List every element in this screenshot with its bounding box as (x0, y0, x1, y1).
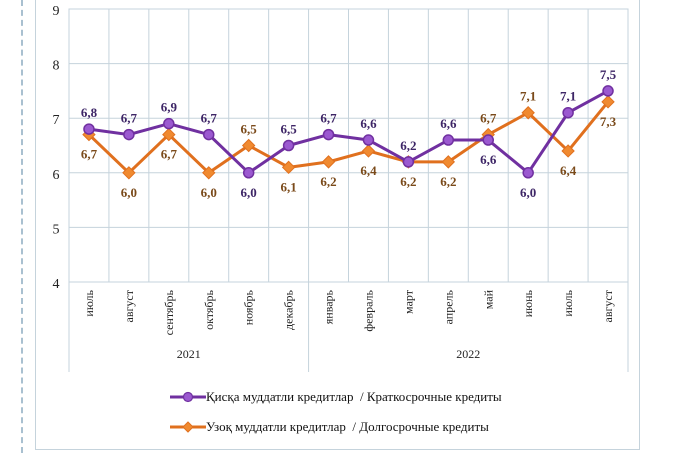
data-label: 7,1 (560, 89, 576, 104)
data-point (202, 166, 216, 180)
data-label: 7,3 (600, 114, 617, 129)
data-label: 6,6 (440, 116, 457, 131)
diamond-marker-icon (170, 421, 206, 433)
data-point (322, 128, 335, 141)
data-label: 6,2 (320, 174, 336, 189)
x-tick-label: август (601, 289, 615, 322)
x-tick-label: август (122, 289, 136, 322)
circle-marker-icon (170, 391, 206, 403)
data-label: 6,5 (280, 122, 297, 137)
y-tick-label: 6 (53, 168, 60, 183)
year-label: 2021 (177, 347, 201, 361)
series-short-term (83, 85, 614, 179)
x-tick-label: июль (82, 289, 96, 316)
data-label: 6,8 (81, 105, 98, 120)
data-label: 6,4 (560, 163, 577, 178)
x-tick-label: март (401, 289, 415, 314)
data-point (203, 128, 215, 141)
legend-label: Қисқа муддатли кредитлар / Краткосрочные… (206, 389, 502, 404)
data-label: 6,7 (161, 147, 178, 162)
legend-label: Узоқ муддатли кредитлар / Долгосрочные к… (206, 419, 489, 434)
series-line (87, 100, 610, 175)
data-labels: 6,7 6,0 6,7 6,0 6,5 6,1 6,2 6,4 6,2 6,2 6,7 7,1 6,4 7… (81, 67, 617, 200)
data-point (441, 155, 456, 169)
y-tick-label: 7 (53, 113, 60, 128)
data-point (242, 167, 255, 179)
year-groups: 2021 2022 (68, 282, 629, 372)
y-tick-label: 9 (53, 4, 60, 19)
x-tick-label: январь (322, 289, 336, 324)
data-point (522, 167, 534, 179)
x-tick-label: май (481, 289, 495, 309)
data-point (321, 155, 336, 169)
data-point (163, 117, 175, 130)
x-tick-label: апрель (441, 289, 455, 324)
data-label: 6,7 (201, 111, 218, 126)
x-tick-label: сентябрь (162, 289, 176, 335)
data-label: 6,0 (520, 185, 536, 200)
data-label: 6,1 (280, 179, 296, 194)
data-label: 6,2 (400, 174, 416, 189)
data-point (83, 123, 95, 135)
data-label: 6,0 (121, 185, 137, 200)
legend-item-long-term[interactable]: Узоқ муддатли кредитлар / Долгосрочные к… (170, 412, 502, 442)
data-label: 6,4 (360, 163, 377, 178)
data-point (442, 134, 455, 146)
chart-frame (35, 0, 640, 450)
series-line (88, 89, 609, 175)
data-label: 6,2 (440, 174, 456, 189)
data-label: 6,6 (480, 152, 497, 167)
y-axis-ticks: 4 5 6 7 8 9 (53, 4, 60, 292)
x-tick-label: июль (561, 289, 575, 316)
data-point (402, 156, 415, 168)
data-point (521, 106, 535, 120)
x-tick-label: декабрь (282, 289, 296, 330)
data-point (562, 106, 574, 119)
data-label: 6,6 (360, 116, 377, 131)
data-label: 6,9 (161, 100, 178, 115)
data-point (123, 128, 135, 141)
data-label: 7,5 (600, 67, 617, 82)
year-label: 2022 (456, 347, 480, 361)
data-point (282, 139, 295, 152)
y-tick-label: 8 (53, 59, 60, 74)
dashed-margin-line (21, 0, 23, 453)
y-tick-label: 5 (53, 222, 60, 237)
data-point (362, 134, 375, 146)
data-point (281, 160, 296, 175)
data-point (361, 144, 376, 158)
x-tick-label: февраль (361, 289, 375, 331)
legend: Қисқа муддатли кредитлар / Краткосрочные… (170, 382, 502, 442)
data-point (482, 134, 494, 146)
x-tick-label: октябрь (202, 289, 216, 329)
grid (68, 8, 629, 283)
data-label: 6,7 (320, 111, 337, 126)
series-lines (82, 85, 615, 180)
data-label: 6,7 (81, 147, 98, 162)
x-tick-label: ноябрь (242, 289, 256, 325)
data-point (602, 85, 614, 97)
data-point (241, 138, 256, 153)
x-tick-label: июнь (521, 289, 535, 317)
data-label: 6,0 (241, 185, 257, 200)
data-label: 6,5 (241, 122, 258, 137)
x-axis-ticks: июль август сентябрь октябрь ноябрь декабрь ян… (82, 289, 615, 335)
legend-item-short-term[interactable]: Қисқа муддатли кредитлар / Краткосрочные… (170, 382, 502, 412)
data-point (601, 95, 615, 109)
data-point (122, 166, 136, 180)
y-tick-label: 4 (53, 277, 60, 292)
data-label: 6,0 (201, 185, 217, 200)
data-label: 7,1 (520, 89, 536, 104)
data-label: 6,2 (400, 138, 416, 153)
data-label: 6,7 (480, 111, 497, 126)
data-point (162, 127, 176, 142)
data-label: 6,7 (121, 111, 138, 126)
data-point (561, 144, 575, 158)
